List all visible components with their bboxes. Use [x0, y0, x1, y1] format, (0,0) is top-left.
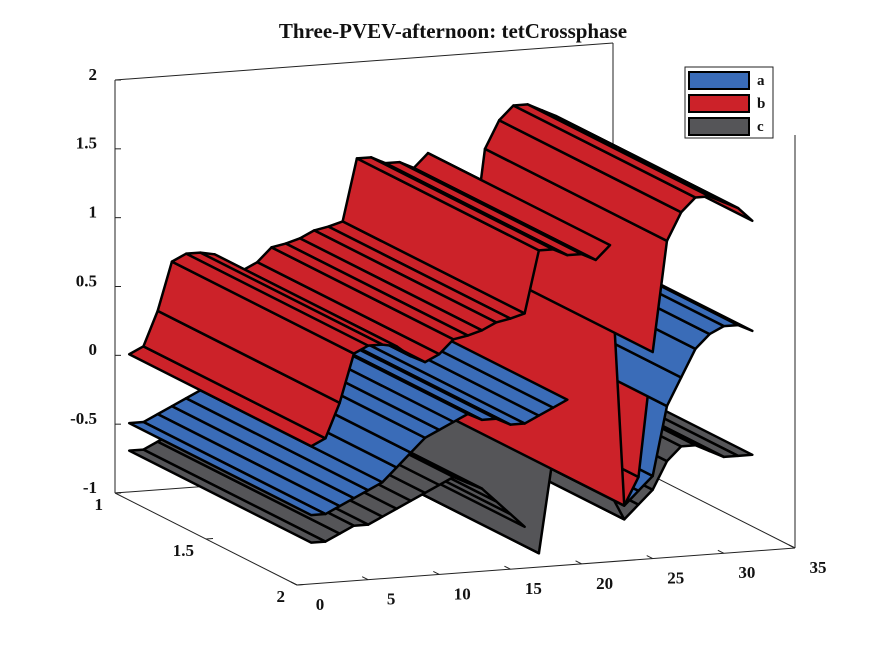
x-tick-label: 25 [667, 568, 684, 587]
y-tick [205, 538, 214, 540]
x-tick-label: 30 [738, 563, 755, 582]
x-tick-label: 10 [454, 584, 471, 603]
legend-swatch [688, 94, 750, 113]
y-tick-label: 2 [277, 587, 286, 606]
x-tick [361, 576, 369, 581]
x-tick [646, 555, 653, 560]
chart-title: Three-PVEV-afternoon: tetCrossphase [279, 19, 627, 43]
surface-patch [512, 103, 711, 199]
x-tick [290, 581, 298, 586]
legend-label: a [757, 73, 765, 89]
z-tick-label: -0.5 [70, 409, 97, 428]
x-tick [575, 560, 582, 565]
x-tick-label: 20 [596, 574, 613, 593]
legend-label: c [757, 119, 764, 135]
x-axis [296, 547, 796, 586]
surface-patch [270, 242, 469, 341]
z-tick-label: 2 [89, 65, 98, 84]
box-edge [114, 42, 614, 81]
surface-patch [127, 448, 327, 544]
surface-patch [127, 420, 327, 517]
y-tick [296, 584, 305, 586]
x-tick-label: 5 [387, 590, 396, 609]
z-tick-label: 1 [89, 203, 98, 222]
z-tick-label: -1 [83, 478, 97, 497]
x-tick-label: 35 [810, 558, 827, 577]
surface-patch [170, 252, 370, 355]
legend-label: b [757, 96, 765, 112]
x-tick [504, 565, 511, 570]
legend-swatch [688, 117, 750, 136]
y-tick-label: 1 [95, 495, 104, 514]
x-tick-label: 15 [525, 579, 542, 598]
x-tick-label: 0 [316, 595, 325, 614]
z-tick-label: 1.5 [76, 134, 97, 153]
x-tick [433, 570, 440, 575]
y-tick [114, 492, 123, 494]
x-tick [717, 549, 725, 554]
surface-patch [355, 156, 555, 252]
x-tick [788, 544, 796, 549]
y-tick-label: 1.5 [173, 541, 194, 560]
z-tick-label: 0 [89, 340, 98, 359]
legend-swatch [688, 71, 750, 90]
surfaces [127, 103, 754, 555]
z-tick-label: 0.5 [76, 271, 97, 290]
